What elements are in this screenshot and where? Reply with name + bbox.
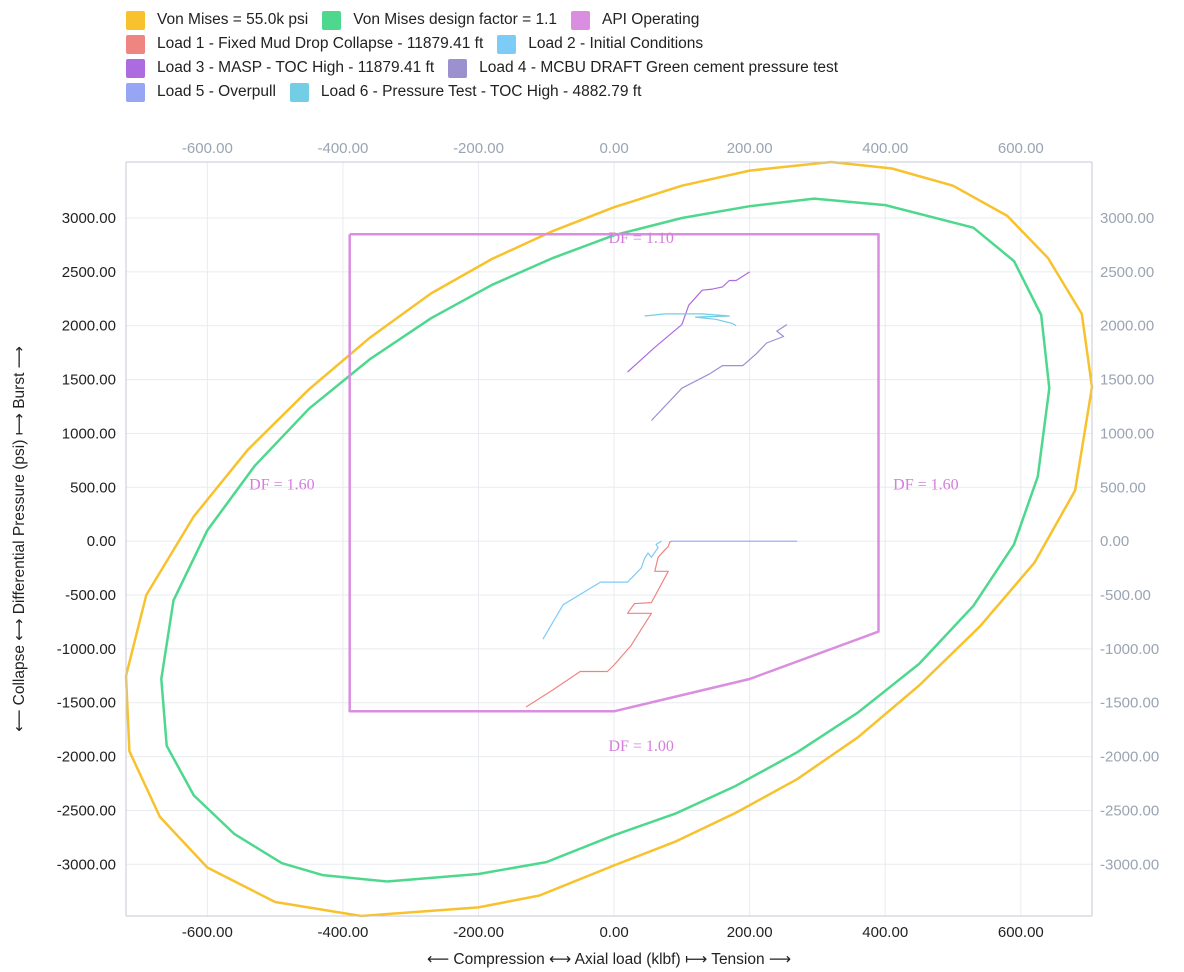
y-tick-label-right: -1500.00 <box>1100 695 1159 712</box>
series-load-1-fixed-mud-drop-collapse-11879-41-ft <box>525 540 672 708</box>
x-tick-label-bottom: 0.00 <box>599 924 628 941</box>
x-tick-label-bottom: -400.00 <box>317 924 368 941</box>
legend-label: Load 5 - Overpull <box>157 83 276 100</box>
df-annotation: DF = 1.00 <box>608 738 673 755</box>
series-api-operating <box>348 232 880 713</box>
y-tick-label-right: -500.00 <box>1100 587 1151 604</box>
x-tick-label-top: -400.00 <box>317 140 368 157</box>
y-tick-label-right: 1500.00 <box>1100 372 1154 389</box>
legend: Von Mises = 55.0k psi Von Mises design fa… <box>126 8 1126 104</box>
legend-item[interactable]: Load 1 - Fixed Mud Drop Collapse - 11879… <box>126 34 484 54</box>
legend-label: Von Mises design factor = 1.1 <box>353 11 557 28</box>
y-tick-label-left: 3000.00 <box>62 210 116 227</box>
legend-swatch <box>322 10 342 30</box>
y-tick-label-left: 2500.00 <box>62 264 116 281</box>
legend-swatch <box>126 58 145 78</box>
legend-swatch <box>126 10 145 30</box>
legend-item[interactable]: Load 6 - Pressure Test - TOC High - 4882… <box>289 82 642 102</box>
legend-label: Load 3 - MASP - TOC High - 11879.41 ft <box>157 59 435 76</box>
x-tick-label-bottom: 600.00 <box>998 924 1044 941</box>
legend-label: Load 4 - MCBU DRAFT Green cement pressur… <box>479 59 839 76</box>
legend-row: Load 1 - Fixed Mud Drop Collapse - 11879… <box>126 32 1126 56</box>
legend-swatch <box>448 58 468 78</box>
legend-item[interactable]: Load 4 - MCBU DRAFT Green cement pressur… <box>448 58 839 78</box>
y-tick-label-left: -2000.00 <box>57 749 116 766</box>
legend-row: Von Mises = 55.0k psi Von Mises design fa… <box>126 8 1126 32</box>
df-annotation: DF = 1.60 <box>249 476 314 493</box>
series-layer <box>124 160 1094 918</box>
x-tick-label-bottom: 200.00 <box>727 924 773 941</box>
series-load-2-initial-conditions <box>542 540 662 640</box>
series-load-3-masp-toc-high-11879-41-ft <box>627 271 751 373</box>
x-tick-label-top: 600.00 <box>998 140 1044 157</box>
legend-swatch <box>126 82 145 102</box>
series-load-4-mcbu-draft-green-cement-pressure-test <box>650 324 788 421</box>
y-tick-label-right: -2500.00 <box>1100 802 1159 819</box>
y-tick-label-right: 2000.00 <box>1100 318 1154 335</box>
y-tick-label-left: 0.00 <box>87 533 116 550</box>
y-tick-label-left: -3000.00 <box>57 856 116 873</box>
legend-label: API Operating <box>602 11 700 28</box>
legend-label: Load 2 - Initial Conditions <box>528 35 704 52</box>
y-tick-label-left: -500.00 <box>65 587 116 604</box>
legend-swatch <box>289 82 309 102</box>
df-annotation: DF = 1.60 <box>893 476 958 493</box>
x-tick-label-bottom: -200.00 <box>453 924 504 941</box>
legend-row: Load 3 - MASP - TOC High - 11879.41 ft Lo… <box>126 56 1126 80</box>
x-tick-label-top: 0.00 <box>599 140 628 157</box>
y-axis-title: ⟵ Collapse ⟷ Differential Pressure (psi)… <box>11 346 28 732</box>
y-tick-label-right: -3000.00 <box>1100 856 1159 873</box>
legend-item[interactable]: Load 5 - Overpull <box>126 82 276 102</box>
y-tick-label-left: -1000.00 <box>57 641 116 658</box>
legend-item[interactable]: Load 3 - MASP - TOC High - 11879.41 ft <box>126 58 435 78</box>
legend-label: Von Mises = 55.0k psi <box>157 11 309 28</box>
y-tick-label-right: 3000.00 <box>1100 210 1154 227</box>
df-annotation: DF = 1.10 <box>608 230 673 247</box>
y-tick-label-left: -2500.00 <box>57 802 116 819</box>
legend-row: Load 5 - Overpull Load 6 - Pressure Test … <box>126 80 1126 104</box>
grid-layer <box>126 162 1092 916</box>
y-tick-label-left: -1500.00 <box>57 695 116 712</box>
legend-swatch <box>497 34 517 54</box>
y-tick-label-left: 1000.00 <box>62 425 116 442</box>
x-tick-label-top: 400.00 <box>862 140 908 157</box>
y-tick-label-right: 0.00 <box>1100 533 1129 550</box>
legend-item[interactable]: Von Mises = 55.0k psi <box>126 10 309 30</box>
legend-label: Load 1 - Fixed Mud Drop Collapse - 11879… <box>157 35 484 52</box>
x-tick-label-top: -600.00 <box>182 140 233 157</box>
y-tick-label-left: 2000.00 <box>62 318 116 335</box>
axis-layer: -600.00 -600.00 -400.00 -400.00 -200.00 -200.… <box>11 140 1159 968</box>
annotation-layer: DF = 1.10 DF = 1.60 DF = 1.60 DF = 1.00 <box>249 230 958 755</box>
x-tick-label-bottom: 400.00 <box>862 924 908 941</box>
legend-item[interactable]: API Operating <box>571 10 700 30</box>
legend-swatch <box>126 34 145 54</box>
x-tick-label-top: 200.00 <box>727 140 773 157</box>
y-tick-label-right: 1000.00 <box>1100 425 1154 442</box>
y-tick-label-right: -1000.00 <box>1100 641 1159 658</box>
legend-swatch <box>571 10 590 30</box>
y-tick-label-left: 500.00 <box>70 479 116 496</box>
series-von-mises-design-factor-1-1 <box>160 197 1051 883</box>
y-tick-label-left: 1500.00 <box>62 372 116 389</box>
legend-item[interactable]: Von Mises design factor = 1.1 <box>322 10 557 30</box>
y-tick-label-right: 2500.00 <box>1100 264 1154 281</box>
y-tick-label-right: -2000.00 <box>1100 749 1159 766</box>
legend-item[interactable]: Load 2 - Initial Conditions <box>497 34 704 54</box>
series-von-mises-55-0k-psi <box>124 160 1094 918</box>
x-axis-title: ⟵ Compression ⟷ Axial load (klbf) ⟼ Tens… <box>427 951 791 968</box>
x-tick-label-top: -200.00 <box>453 140 504 157</box>
x-tick-label-bottom: -600.00 <box>182 924 233 941</box>
y-tick-label-right: 500.00 <box>1100 479 1146 496</box>
series-load-6-pressure-test-toc-high-4882-79-ft <box>644 313 737 327</box>
legend-label: Load 6 - Pressure Test - TOC High - 4882… <box>320 83 642 100</box>
